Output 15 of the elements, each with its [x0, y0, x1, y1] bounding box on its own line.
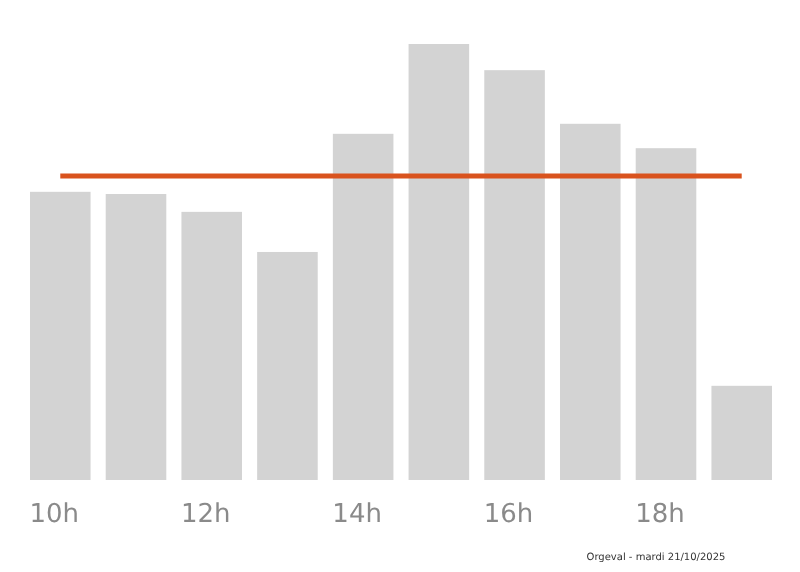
x-tick-label: 10h: [29, 500, 80, 530]
bar: [332, 133, 394, 480]
bar: [408, 44, 470, 480]
bar: [257, 251, 318, 480]
x-tick-label: 14h: [332, 500, 382, 530]
bar: [711, 385, 772, 480]
bar: [30, 191, 91, 480]
bar: [105, 193, 167, 480]
bar: [560, 123, 621, 480]
bar: [484, 70, 545, 480]
x-tick-label: 12h: [180, 500, 231, 530]
x-tick-label: 18h: [635, 500, 685, 530]
bar: [635, 148, 697, 480]
bar: [181, 211, 242, 480]
x-tick-label: 16h: [483, 500, 534, 530]
